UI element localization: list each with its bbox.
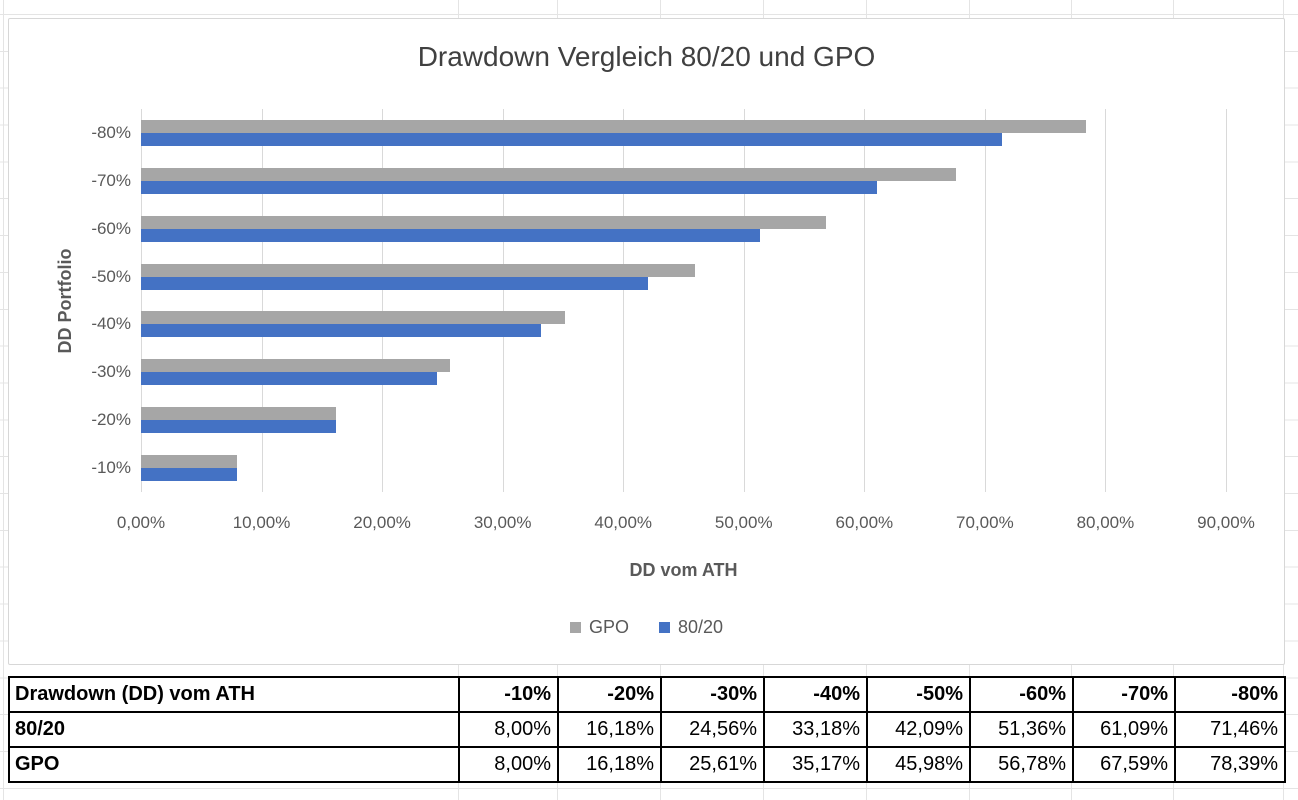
table-cell[interactable]: -60% <box>969 676 1074 713</box>
bar-GPO[interactable] <box>141 455 238 469</box>
table-cell[interactable]: 61,09% <box>1072 711 1176 748</box>
table-cell[interactable]: 25,61% <box>660 746 765 783</box>
legend-swatch-icon <box>658 622 670 633</box>
x-tick-label: 60,00% <box>835 513 894 532</box>
gridline <box>1105 109 1107 492</box>
x-tick-label: 80,00% <box>1076 513 1135 532</box>
bar-GPO[interactable] <box>141 359 450 373</box>
spreadsheet-gridline <box>3 0 4 800</box>
bar-8020[interactable] <box>141 180 878 194</box>
gridline <box>1226 109 1227 492</box>
x-tick-label: 10,00% <box>232 513 291 532</box>
bar-8020[interactable] <box>141 420 337 434</box>
gridline <box>261 109 263 492</box>
legend-swatch-icon <box>569 622 581 633</box>
legend-label: GPO <box>588 617 629 637</box>
x-tick-label: 20,00% <box>353 513 411 532</box>
x-tick-label: 30,00% <box>473 513 532 532</box>
x-tick-label: 50,00% <box>714 513 773 532</box>
bar-8020[interactable] <box>141 372 438 386</box>
gridline <box>623 109 625 492</box>
bar-8020[interactable] <box>141 324 541 338</box>
table-row: 80/20 8,00% 16,18% 24,56% 33,18% 42,09% 51,36%… <box>8 711 1286 748</box>
table-row-label[interactable]: Drawdown (DD) vom ATH <box>8 676 460 713</box>
chart-title[interactable]: Drawdown Vergleich 80/20 und GPO <box>417 41 876 72</box>
gridline <box>382 109 384 492</box>
table-cell[interactable]: 8,00% <box>458 746 559 783</box>
table-cell[interactable]: 42,09% <box>866 711 971 748</box>
y-tick-label: -20% <box>91 410 131 430</box>
table-cell[interactable]: 16,18% <box>557 746 662 783</box>
x-tick-label: 70,00% <box>956 513 1014 532</box>
bar-GPO[interactable] <box>141 167 956 181</box>
table-cell[interactable]: 51,36% <box>969 711 1074 748</box>
table-cell[interactable]: -80% <box>1174 676 1286 713</box>
table-cell[interactable]: 33,18% <box>763 711 868 748</box>
legend-item[interactable]: GPO <box>569 617 629 638</box>
table-cell[interactable]: -70% <box>1072 676 1176 713</box>
y-tick-label: -30% <box>91 362 131 382</box>
gridline <box>743 109 745 492</box>
chart-object[interactable]: Drawdown Vergleich 80/20 und GPO DD Port… <box>8 18 1285 665</box>
bar-8020[interactable] <box>141 132 1003 146</box>
gridline <box>984 109 986 492</box>
table-row: GPO 8,00% 16,18% 25,61% 35,17% 45,98% 56,78% 67… <box>8 746 1286 783</box>
legend-item[interactable]: 80/20 <box>658 617 724 638</box>
x-tick-label: 40,00% <box>594 513 653 532</box>
table-cell[interactable]: -20% <box>557 676 662 713</box>
gridline <box>141 109 142 492</box>
y-tick-label: -40% <box>91 314 131 334</box>
y-tick-label: -80% <box>91 122 131 142</box>
table-cell[interactable]: 24,56% <box>660 711 765 748</box>
table-cell[interactable]: -40% <box>763 676 868 713</box>
y-tick-label: -50% <box>91 266 131 286</box>
table-cell[interactable]: 45,98% <box>866 746 971 783</box>
table-row: Drawdown (DD) vom ATH -10% -20% -30% -40% -50… <box>8 676 1286 713</box>
table-cell[interactable]: -30% <box>660 676 765 713</box>
table-cell[interactable]: 56,78% <box>969 746 1074 783</box>
y-tick-label: -10% <box>91 458 131 478</box>
legend[interactable]: GPO 80/20 <box>9 617 1284 638</box>
y-tick-label: -70% <box>91 170 131 190</box>
table-row-label[interactable]: 80/20 <box>8 711 460 748</box>
bar-8020[interactable] <box>141 276 649 290</box>
bar-GPO[interactable] <box>141 215 826 229</box>
table-cell[interactable]: 78,39% <box>1174 746 1286 783</box>
table-cell[interactable]: -50% <box>866 676 971 713</box>
table-cell[interactable]: 67,59% <box>1072 746 1176 783</box>
x-tick-label: 90,00% <box>1197 513 1255 532</box>
gridline <box>502 109 504 492</box>
table-cell[interactable]: -10% <box>458 676 559 713</box>
x-tick-label: 0,00% <box>116 513 166 532</box>
x-axis-title[interactable]: DD vom ATH <box>629 560 738 580</box>
table-cell[interactable]: 16,18% <box>557 711 662 748</box>
legend-label: 80/20 <box>677 617 724 637</box>
bar-GPO[interactable] <box>141 311 565 325</box>
bar-GPO[interactable] <box>141 407 337 421</box>
bar-8020[interactable] <box>141 228 761 242</box>
table-row-label[interactable]: GPO <box>8 746 460 783</box>
gridline <box>864 109 866 492</box>
y-tick-label: -60% <box>91 218 131 238</box>
table-cell[interactable]: 71,46% <box>1174 711 1286 748</box>
bar-GPO[interactable] <box>141 263 696 277</box>
plot-area <box>141 109 1227 492</box>
bar-8020[interactable] <box>141 468 238 482</box>
table-cell[interactable]: 8,00% <box>458 711 559 748</box>
table-cell[interactable]: 35,17% <box>763 746 868 783</box>
data-table: Drawdown (DD) vom ATH -10% -20% -30% -40% -50… <box>8 676 1286 783</box>
bar-GPO[interactable] <box>141 119 1087 133</box>
